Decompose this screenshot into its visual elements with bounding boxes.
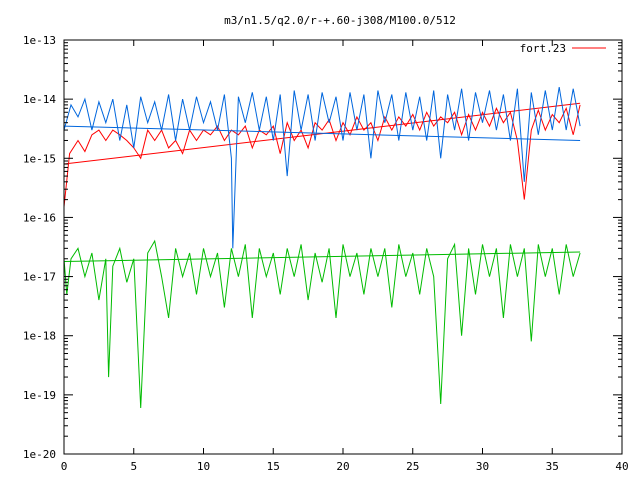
series-line-2 [63,239,581,409]
y-axis: 1e-20 1e-19 1e-18 1e-17 1e-16 1e-15 1e-14 1e-13 [23,34,622,461]
x-tick-label: 20 [336,460,349,473]
x-axis: 0 5 10 15 20 25 30 35 40 [61,40,629,473]
y-tick-label: 1e-19 [23,389,56,402]
x-tick-label: 5 [130,460,137,473]
y-tick-label: 1e-13 [23,34,56,47]
chart-title: m3/n1.5/q2.0/r-+.60-j308/M100.0/512 [224,14,456,27]
y-tick-label: 1e-20 [23,448,56,461]
x-tick-label: 15 [267,460,280,473]
y-tick-label: 1e-15 [23,152,56,165]
legend-label: fort.23 [520,42,566,55]
x-tick-label: 40 [615,460,628,473]
x-tick-label: 10 [197,460,210,473]
y-tick-label: 1e-17 [23,271,56,284]
x-tick-label: 25 [406,460,419,473]
y-tick-label: 1e-14 [23,93,56,106]
legend: fort.23 [520,42,606,55]
x-tick-label: 30 [476,460,489,473]
y-tick-label: 1e-18 [23,330,56,343]
x-tick-label: 35 [546,460,559,473]
trend-line-1 [63,125,581,141]
series-line-1 [63,87,581,249]
x-tick-label: 0 [61,460,68,473]
y-tick-label: 1e-16 [23,211,56,224]
trend-line-2 [63,251,581,262]
series-layer [63,87,581,409]
